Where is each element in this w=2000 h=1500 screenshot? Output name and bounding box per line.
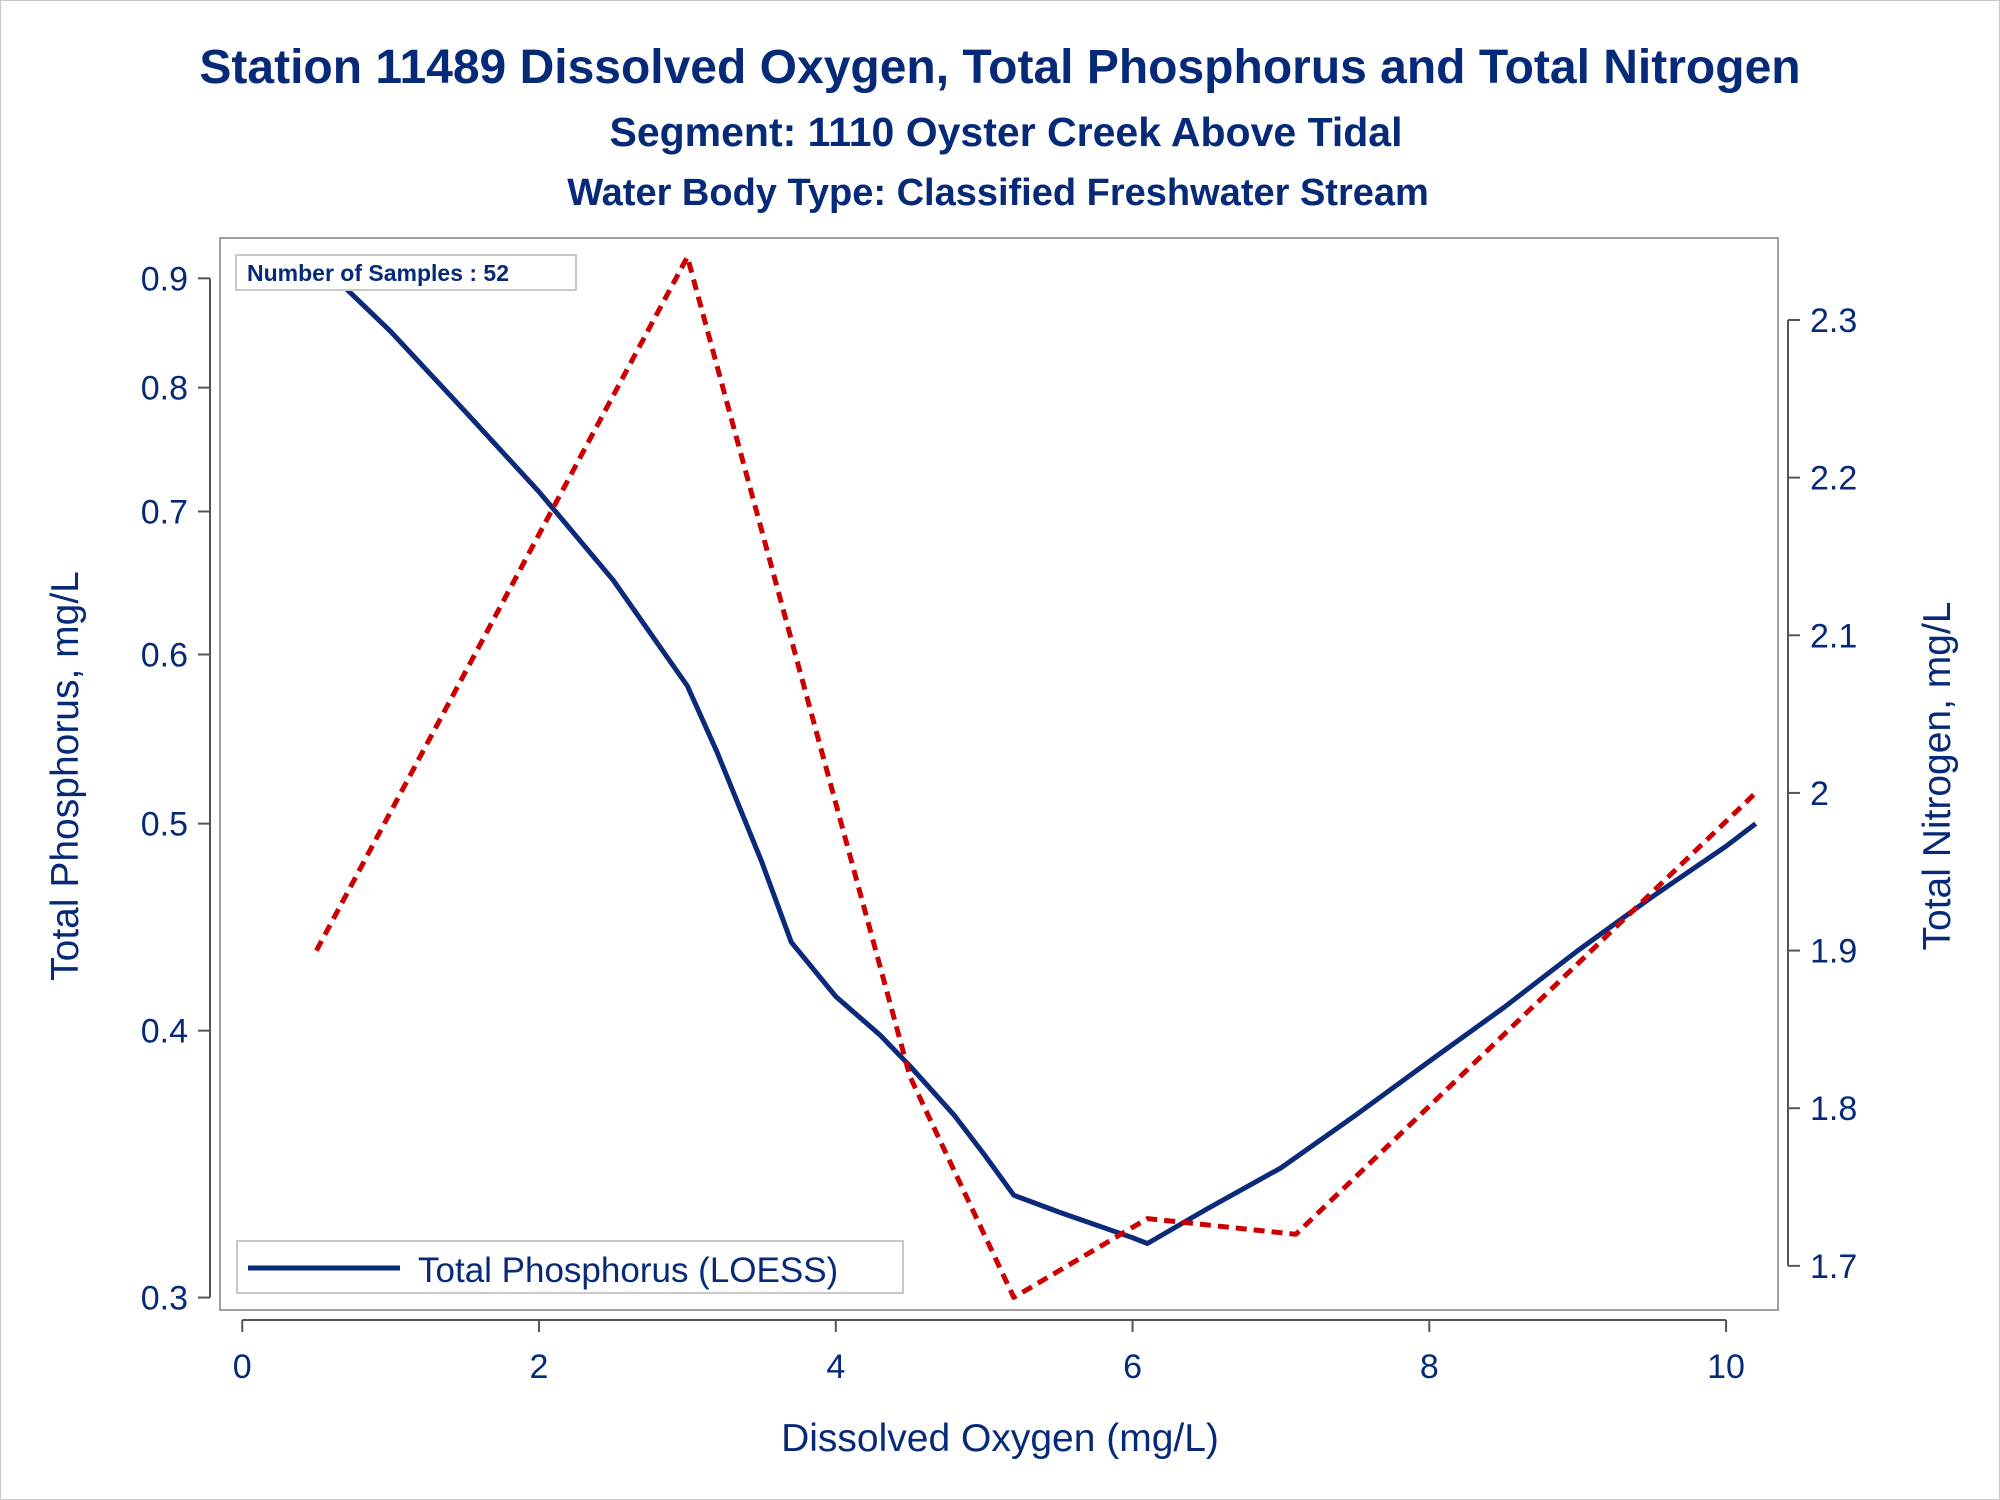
y-tick-label: 0.7: [141, 493, 188, 531]
series-layer: [314, 254, 1758, 1300]
sample-count-frame: [235, 254, 577, 291]
y-tick-label: 0.5: [141, 806, 188, 844]
y2-tick-label: 1.7: [1810, 1248, 1857, 1286]
y-axis-right-label: Total Nitrogen, mg/L: [1916, 601, 1959, 950]
y-tick-label: 0.9: [141, 260, 188, 298]
y2-tick-label: 1.9: [1810, 933, 1857, 971]
y2-tick-label: 2: [1810, 775, 1829, 813]
plot-border: [219, 237, 1779, 1311]
y-tick-label: 0.4: [141, 1013, 188, 1051]
y2-tick-label: 2.2: [1810, 460, 1857, 498]
x-tick-label: 4: [826, 1348, 845, 1386]
sample-count-text: Number of Samples : 52: [247, 260, 509, 286]
x-tick-label: 2: [530, 1348, 549, 1386]
x-axis-label: Dissolved Oxygen (mg/L): [781, 1417, 1219, 1460]
x-axis: 0 2 4 6 8 10: [233, 1319, 1745, 1386]
chart-subtitle-2: Water Body Type: Classified Freshwater S…: [567, 172, 1429, 214]
y-axis-left: 0.3 0.4 0.5 0.6 0.7 0.8 0.9: [141, 260, 211, 1318]
y-axis-left-label: Total Phosphorus, mg/L: [44, 571, 87, 981]
x-tick-label: 10: [1707, 1348, 1745, 1386]
y-tick-label: 0.3: [141, 1280, 188, 1318]
nitrogen-line: [314, 254, 1758, 1300]
y2-tick-label: 2.3: [1810, 302, 1857, 340]
sample-count-box: Number of Samples : 52: [235, 254, 577, 291]
y2-tick-label: 2.1: [1810, 617, 1857, 655]
x-tick-label: 0: [233, 1348, 252, 1386]
legend: Total Phosphorus (LOESS): [236, 1240, 904, 1294]
y2-tick-label: 1.8: [1810, 1090, 1857, 1128]
y-tick-label: 0.6: [141, 637, 188, 675]
phosphorus-line: [314, 256, 1758, 1246]
y-axis-right: 1.7 1.8 1.9 2 2.1 2.2 2.3: [1787, 302, 1857, 1286]
legend-label-phosphorus: Total Phosphorus (LOESS): [418, 1251, 838, 1290]
x-tick-label: 6: [1123, 1348, 1142, 1386]
chart-subtitle: Segment: 1110 Oyster Creek Above Tidal: [609, 109, 1402, 155]
plot-area: [219, 237, 1779, 1311]
x-tick-label: 8: [1420, 1348, 1439, 1386]
y-tick-label: 0.8: [141, 370, 188, 408]
chart-title: Station 11489 Dissolved Oxygen, Total Ph…: [199, 41, 1800, 94]
